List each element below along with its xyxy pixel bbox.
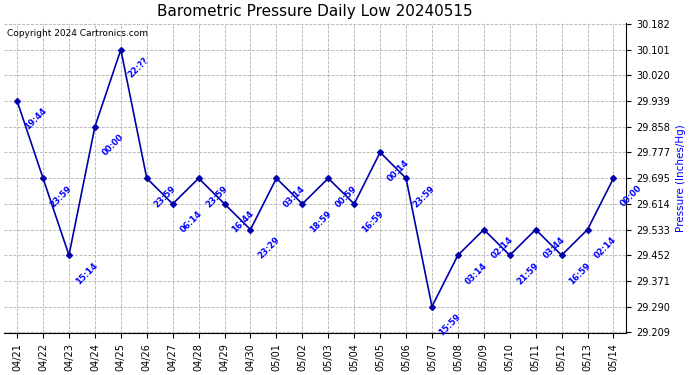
Text: 00:00: 00:00 xyxy=(619,184,644,209)
Text: 15:59: 15:59 xyxy=(437,312,463,338)
Text: 00:59: 00:59 xyxy=(334,184,359,209)
Text: 16:44: 16:44 xyxy=(230,210,255,235)
Text: 23:59: 23:59 xyxy=(152,184,177,209)
Text: 19:44: 19:44 xyxy=(23,106,48,132)
Text: 22:??: 22:?? xyxy=(126,55,150,79)
Text: 03:44: 03:44 xyxy=(541,235,566,260)
Text: 02:14: 02:14 xyxy=(593,235,618,260)
Title: Barometric Pressure Daily Low 20240515: Barometric Pressure Daily Low 20240515 xyxy=(157,4,473,19)
Text: 23:29: 23:29 xyxy=(256,235,282,260)
Text: 23:59: 23:59 xyxy=(48,184,74,209)
Text: 15:14: 15:14 xyxy=(75,261,100,286)
Text: 23:59: 23:59 xyxy=(204,184,229,209)
Text: 00:14: 00:14 xyxy=(386,158,411,183)
Text: 18:59: 18:59 xyxy=(308,210,333,235)
Text: 16:59: 16:59 xyxy=(567,261,593,286)
Text: 03:14: 03:14 xyxy=(282,184,307,209)
Text: 00:00: 00:00 xyxy=(101,132,126,157)
Text: 21:59: 21:59 xyxy=(515,261,540,286)
Text: Copyright 2024 Cartronics.com: Copyright 2024 Cartronics.com xyxy=(8,29,148,38)
Text: 02:14: 02:14 xyxy=(489,235,515,260)
Text: 03:14: 03:14 xyxy=(464,261,489,286)
Text: 23:59: 23:59 xyxy=(412,184,437,209)
Y-axis label: Pressure (Inches/Hg): Pressure (Inches/Hg) xyxy=(676,124,686,232)
Text: 16:59: 16:59 xyxy=(359,210,385,235)
Text: 06:14: 06:14 xyxy=(178,210,204,235)
